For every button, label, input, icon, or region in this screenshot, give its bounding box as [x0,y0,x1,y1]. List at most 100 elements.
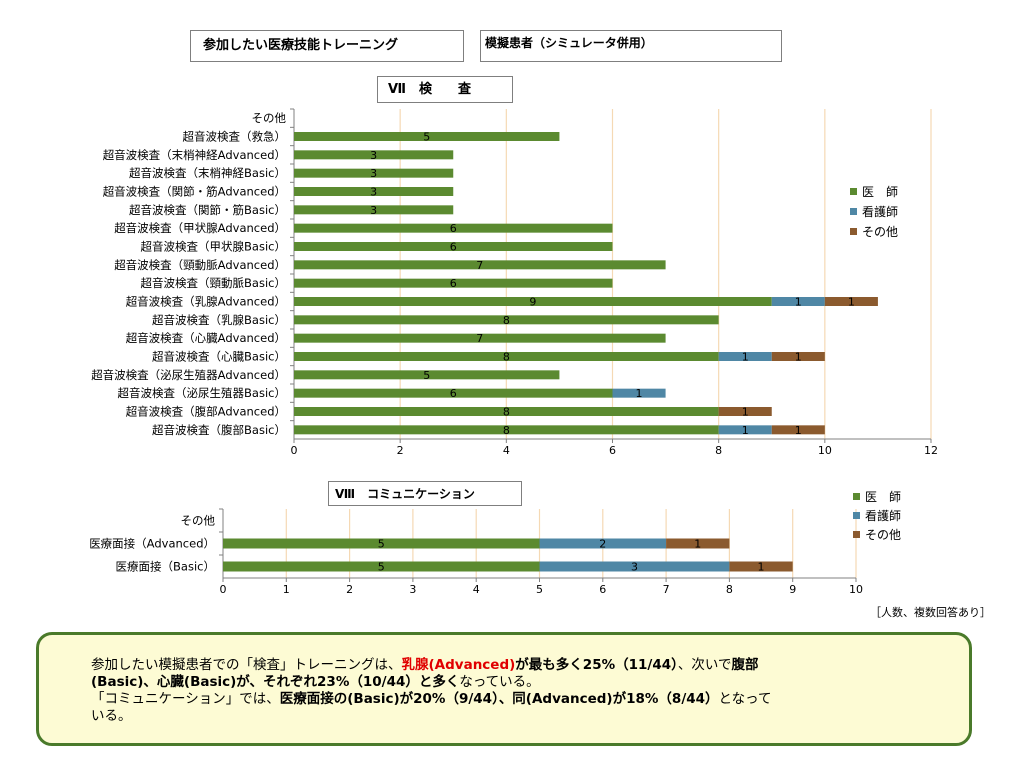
x-tick-label: 4 [503,444,510,457]
bar-nurse [771,297,825,306]
category-label: 超音波検査（末梢神経Basic） [129,166,286,180]
data-label: 8 [503,351,510,364]
bar-other [666,538,730,549]
note-text: なっている。 [459,674,540,690]
legend-label: 看護師 [865,508,901,523]
note-bold: 医療面接の(Basic)が20%（9/44）、同(Advanced)が18%（8… [279,691,719,707]
note-bold: 腹部 [731,657,759,673]
unit-note: ［人数、複数回答あり］ [870,606,991,619]
legend-swatch [850,228,857,235]
legend-label: その他 [862,225,898,239]
data-label: 7 [476,259,483,272]
category-label: 医療面接（Advanced） [89,537,215,551]
data-label: 1 [742,351,749,364]
bar-doctor [294,168,454,178]
bar-nurse [539,561,730,572]
category-label: その他 [181,514,216,528]
bar-doctor [294,150,454,160]
data-label: 1 [758,561,765,574]
data-label: 8 [503,406,510,419]
data-label: 3 [631,561,638,574]
bar-other [771,352,825,361]
data-label: 9 [529,296,536,309]
bar-doctor [294,297,772,306]
legend-label: 医 師 [865,490,901,504]
category-label: 超音波検査（関節・筋Advanced） [103,185,286,199]
category-label: 超音波検査（腹部Advanced） [126,405,286,419]
data-label: 2 [599,538,606,551]
category-label: 超音波検査（心臓Basic） [152,350,286,364]
x-tick-label: 4 [473,583,480,596]
x-tick-label: 10 [849,583,863,596]
bar-doctor [294,187,454,196]
data-label: 1 [742,406,749,419]
bar-doctor [223,561,540,572]
page-title: 参加したい医療技能トレーニング [190,30,464,62]
x-tick-label: 6 [609,444,616,457]
x-tick-label: 12 [924,444,938,457]
note-text: 参加したい模擬患者での「検査」トレーニングは、 [91,657,402,673]
note-text: いる。 [91,708,132,724]
bar-doctor [294,205,454,215]
x-tick-label: 8 [715,444,722,457]
summary-note: 参加したい模擬患者での「検査」トレーニングは、乳腺(Advanced)が最も多く… [36,632,972,746]
bar-other [771,425,825,435]
data-label: 7 [476,332,483,345]
category-label: 超音波検査（心臓Advanced） [126,331,286,345]
category-label: 超音波検査（頸動脈Advanced） [114,258,286,272]
category-label: 超音波検査（頸動脈Basic） [141,276,286,290]
bar-nurse [539,538,667,549]
bar-doctor [294,315,719,325]
bar-doctor [294,223,613,233]
legend-label: 医 師 [862,185,898,199]
legend-label: 看護師 [862,204,898,219]
chart2-title: Ⅷ コミュニケーション [328,481,522,506]
data-label: 3 [370,204,377,217]
note-text: 、次いで [677,657,732,673]
data-label: 1 [848,296,855,309]
legend-swatch [853,493,860,500]
note-bold: が最も多く25%（11/44） [515,657,678,673]
bar-other [718,407,772,416]
note-highlight-red: 乳腺(Advanced) [401,657,516,673]
bar-nurse [718,352,772,361]
data-label: 1 [636,387,643,400]
page-subtitle: 模擬患者（シミュレータ併用） [480,30,782,62]
x-tick-label: 0 [220,583,227,596]
bar-doctor [294,333,666,343]
x-tick-label: 0 [291,444,298,457]
chart1-title: Ⅶ 検 査 [377,76,513,103]
data-label: 5 [378,561,385,574]
bar-other [729,561,793,572]
note-line-4: いる。 [91,708,929,725]
category-label: 超音波検査（関節・筋Basic） [129,203,286,217]
data-label: 8 [503,424,510,437]
category-label: 超音波検査（甲状腺Advanced） [114,221,286,235]
data-label: 5 [423,369,430,382]
legend-label: その他 [865,528,901,542]
x-tick-label: 3 [409,583,416,596]
legend-swatch [850,208,857,215]
bar-doctor [294,278,613,288]
bar-doctor [294,352,719,361]
data-label: 6 [450,241,457,254]
data-label: 1 [795,296,802,309]
legend-swatch [853,512,860,519]
legend-swatch [853,531,860,538]
x-tick-label: 2 [346,583,353,596]
category-label: 超音波検査（救急） [183,130,287,144]
x-tick-label: 10 [818,444,832,457]
legend-swatch [850,188,857,195]
note-line-1: 参加したい模擬患者での「検査」トレーニングは、乳腺(Advanced)が最も多く… [91,657,929,674]
category-label: 超音波検査（甲状腺Basic） [141,240,286,254]
data-label: 8 [503,314,510,327]
category-label: その他 [252,111,287,125]
x-tick-label: 7 [663,583,670,596]
data-label: 3 [370,186,377,199]
bar-doctor [294,370,560,380]
bar-nurse [612,388,666,398]
data-label: 1 [742,424,749,437]
category-label: 超音波検査（末梢神経Advanced） [103,148,286,162]
bar-doctor [294,388,613,398]
